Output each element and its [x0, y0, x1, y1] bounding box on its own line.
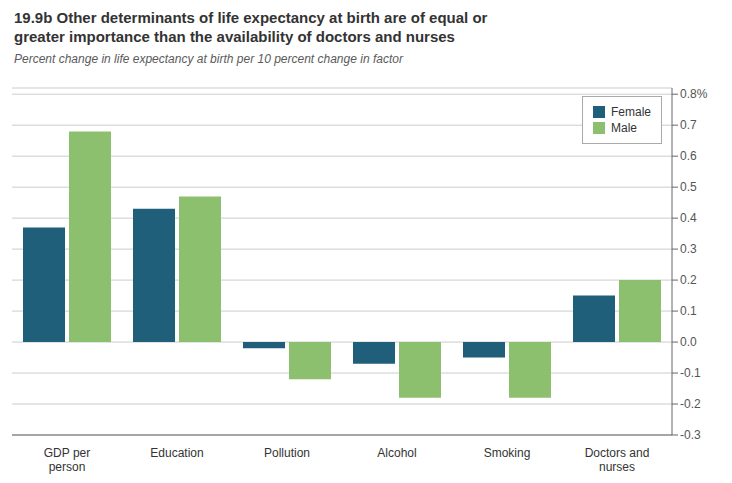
svg-text:0.2: 0.2	[680, 273, 697, 287]
html-text:Male: Male	[611, 121, 637, 135]
svg-text:0.0: 0.0	[680, 335, 697, 349]
svg-text:GDP perperson: GDP perperson	[44, 446, 90, 474]
svg-text:Smoking: Smoking	[484, 446, 531, 460]
html-text:19.9b Other determinants of li: 19.9b Other determinants of life expecta…	[14, 9, 488, 26]
svg-text:0.4: 0.4	[680, 211, 697, 225]
svg-text:0.8%: 0.8%	[680, 87, 708, 101]
svg-text:-0.2: -0.2	[680, 397, 701, 411]
svg-text:0.5: 0.5	[680, 180, 697, 194]
svg-text:0.3: 0.3	[680, 242, 697, 256]
html-text:Percent change in life expecta: Percent change in life expectancy at bir…	[14, 52, 403, 66]
svg-text:Alcohol: Alcohol	[377, 446, 416, 460]
svg-text:0.7: 0.7	[680, 118, 697, 132]
svg-text:Pollution: Pollution	[264, 446, 310, 460]
svg-text:Education: Education	[150, 446, 203, 460]
svg-text:-0.3: -0.3	[680, 428, 701, 442]
svg-text:-0.1: -0.1	[680, 366, 701, 380]
svg-text:Doctors andnurses: Doctors andnurses	[585, 446, 650, 474]
html-text:greater importance than the av: greater importance than the availability…	[14, 28, 455, 45]
html-text:Female: Female	[611, 105, 651, 119]
svg-text:0.1: 0.1	[680, 304, 697, 318]
svg-text:0.6: 0.6	[680, 149, 697, 163]
